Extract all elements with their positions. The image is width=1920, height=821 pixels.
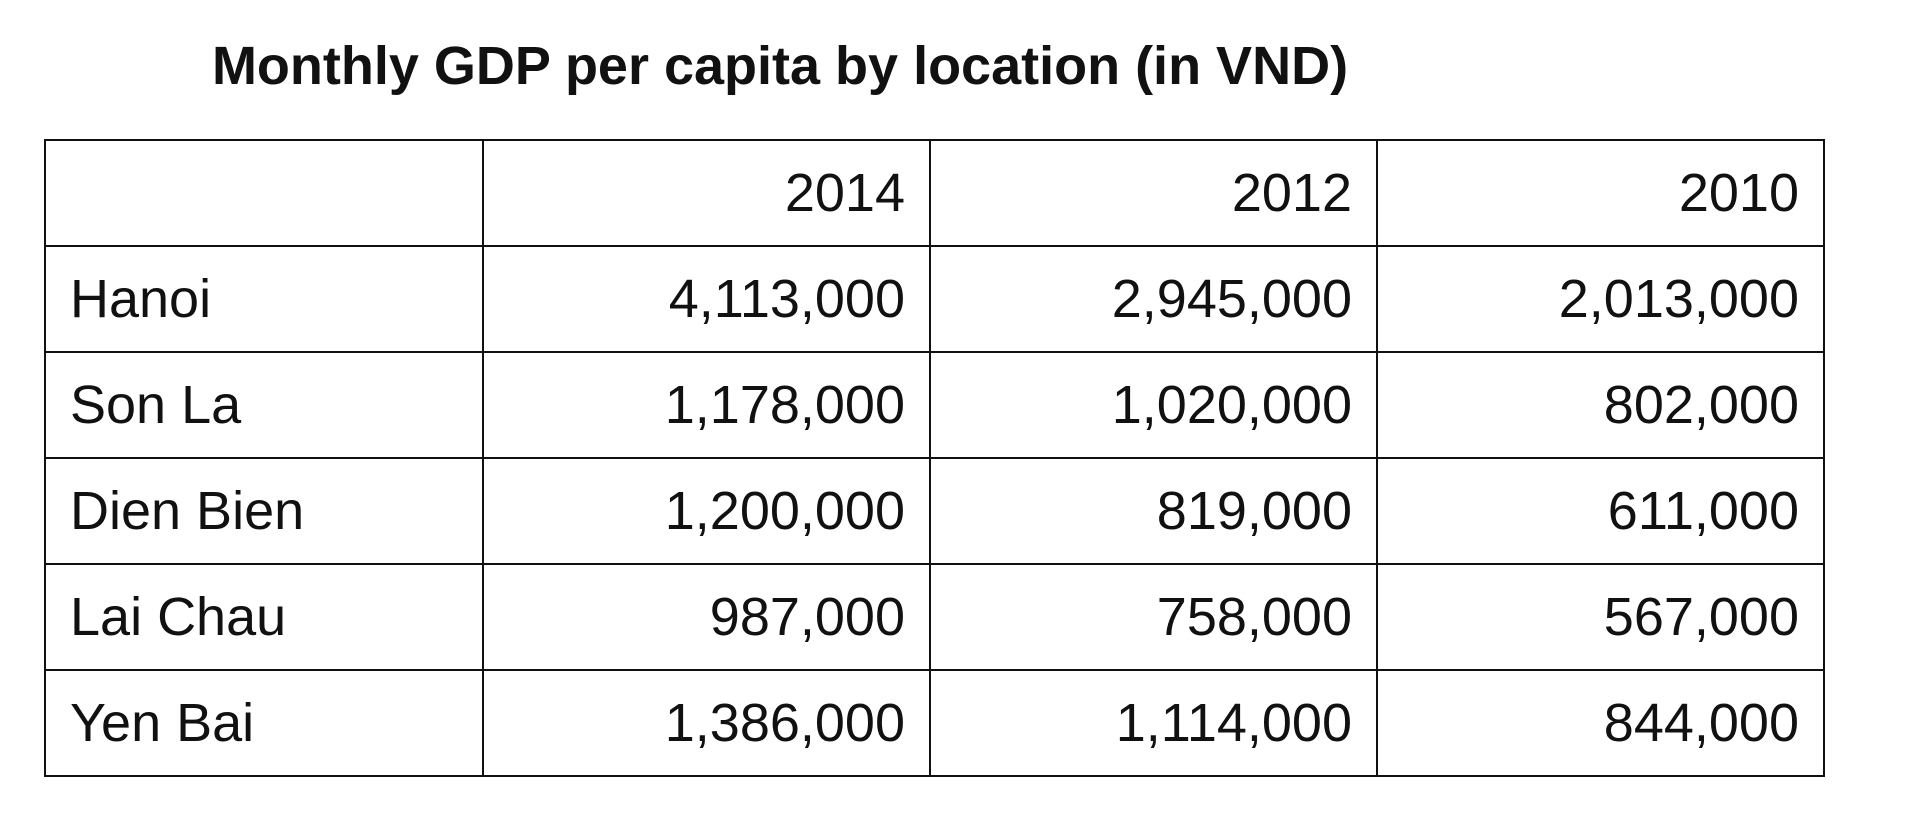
value-cell: 1,200,000 <box>482 457 931 565</box>
table-row: Lai Chau 987,000 758,000 567,000 <box>44 563 1825 671</box>
value-cell: 1,386,000 <box>482 669 931 777</box>
value-cell: 1,020,000 <box>929 351 1378 459</box>
table-row: Son La 1,178,000 1,020,000 802,000 <box>44 351 1825 459</box>
header-cell-year: 2014 <box>482 139 931 247</box>
header-cell-location <box>44 139 484 247</box>
value-cell: 567,000 <box>1376 563 1825 671</box>
table-row: Hanoi 4,113,000 2,945,000 2,013,000 <box>44 245 1825 353</box>
location-cell: Dien Bien <box>44 457 484 565</box>
value-cell: 4,113,000 <box>482 245 931 353</box>
value-cell: 987,000 <box>482 563 931 671</box>
value-cell: 1,114,000 <box>929 669 1378 777</box>
table-title: Monthly GDP per capita by location (in V… <box>211 36 1349 96</box>
location-cell: Yen Bai <box>44 669 484 777</box>
value-cell: 1,178,000 <box>482 351 931 459</box>
value-cell: 758,000 <box>929 563 1378 671</box>
gdp-table: 2014 2012 2010 Hanoi 4,113,000 2,945,000… <box>44 139 1825 777</box>
header-cell-year: 2010 <box>1376 139 1825 247</box>
header-row: 2014 2012 2010 <box>44 139 1825 247</box>
value-cell: 2,945,000 <box>929 245 1378 353</box>
value-cell: 819,000 <box>929 457 1378 565</box>
value-cell: 2,013,000 <box>1376 245 1825 353</box>
value-cell: 844,000 <box>1376 669 1825 777</box>
value-cell: 802,000 <box>1376 351 1825 459</box>
table-row: Dien Bien 1,200,000 819,000 611,000 <box>44 457 1825 565</box>
location-cell: Lai Chau <box>44 563 484 671</box>
location-cell: Son La <box>44 351 484 459</box>
location-cell: Hanoi <box>44 245 484 353</box>
table-row: Yen Bai 1,386,000 1,114,000 844,000 <box>44 669 1825 777</box>
value-cell: 611,000 <box>1376 457 1825 565</box>
header-cell-year: 2012 <box>929 139 1378 247</box>
